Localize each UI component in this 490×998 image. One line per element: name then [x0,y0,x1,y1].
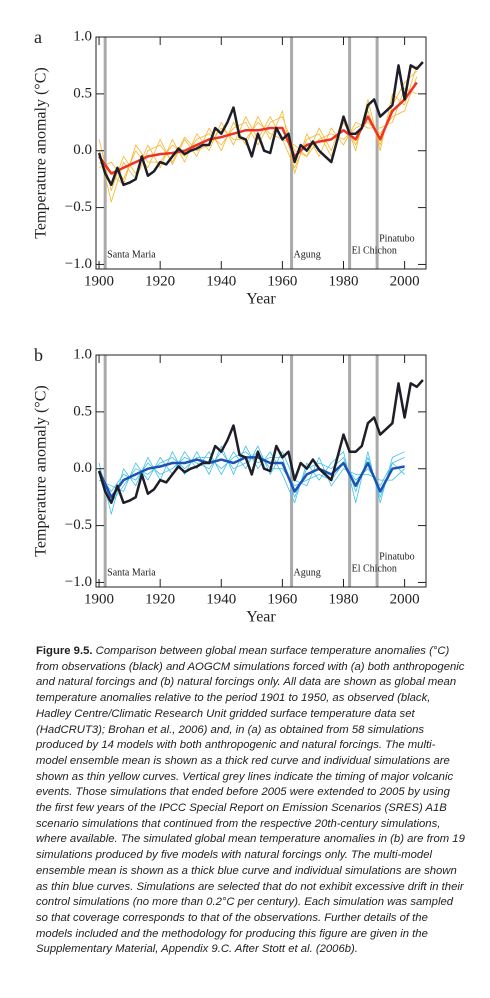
series-line [97,456,405,499]
x-tick-label: 1980 [329,273,359,289]
caption-text: Comparison between global mean surface t… [36,645,465,956]
series-line [97,379,424,505]
plot-frame [95,354,427,588]
panel-label: b [34,345,43,365]
x-axis-label: Year [246,291,276,308]
x-axis-label: Year [246,609,276,626]
x-tick-label: 1940 [206,591,236,607]
y-tick-label: 0.0 [73,142,92,158]
y-tick-label: −1.0 [65,574,92,590]
caption: Figure 9.5. Comparison between global me… [36,644,466,958]
x-tick-label: 1920 [145,273,175,289]
x-tick-label: 1960 [267,273,297,289]
x-tick-label: 1940 [206,273,236,289]
y-tick-label: −0.5 [65,517,92,533]
y-tick-label: 1.0 [73,346,92,362]
caption-label: Figure 9.5. [36,645,93,657]
volcano-label: Agung [294,567,321,578]
volcano-label: Pinatubo [379,551,415,562]
y-tick-label: −1.0 [65,256,92,272]
volcano-label: Santa Maria [107,567,156,578]
y-axis-label: Temperature anomaly (°C) [33,67,50,238]
x-tick-label: 1980 [329,591,359,607]
x-tick-label: 2000 [390,273,420,289]
x-tick-label: 1960 [267,591,297,607]
volcano-label: Santa Maria [107,249,156,260]
figure: −1.0 −0.5 0.0 0.5 1.0 1900 1920 1940 1960 1980 200… [33,27,427,626]
volcano-label: Agung [294,249,321,260]
volcano-label: El Chichon [352,563,397,574]
x-tick-label: 1900 [84,591,114,607]
y-tick-label: −0.5 [65,199,92,215]
x-tick-label: 1920 [145,591,175,607]
panel-label: a [34,27,42,47]
y-axis-label: Temperature anomaly (°C) [33,385,50,556]
x-tick-label: 2000 [390,591,420,607]
y-tick-label: 0.0 [73,460,92,476]
y-tick-label: 0.5 [73,85,92,101]
series-line [97,61,424,187]
volcano-label: El Chichon [352,245,397,256]
x-tick-label: 1900 [84,273,114,289]
y-tick-label: 1.0 [73,28,92,44]
y-tick-label: 0.5 [73,403,92,419]
volcano-label: Pinatubo [379,233,415,244]
plot-frame [95,36,427,270]
